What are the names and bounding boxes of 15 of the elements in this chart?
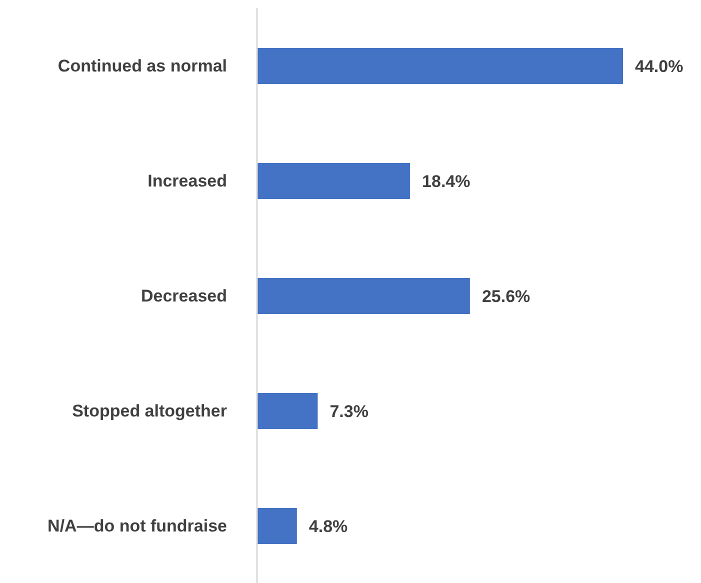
- data-label: 18.4%: [422, 172, 470, 192]
- bar: [257, 278, 470, 314]
- data-label: 25.6%: [482, 287, 530, 306]
- y-tick-label: Decreased: [140, 286, 227, 306]
- bar: [257, 393, 318, 429]
- y-tick-label: Continued as normal: [58, 56, 227, 76]
- data-label: 4.8%: [308, 517, 348, 536]
- data-label: 44.0%: [635, 57, 684, 76]
- y-tick-label: N/A—do not fundraise: [48, 516, 227, 536]
- bar: [257, 163, 410, 199]
- bar: [257, 48, 623, 84]
- y-tick-label: Increased: [148, 172, 227, 190]
- y-tick-label: Stopped altogether: [72, 402, 228, 420]
- data-label: 7.3%: [330, 402, 368, 422]
- bar: [257, 508, 297, 544]
